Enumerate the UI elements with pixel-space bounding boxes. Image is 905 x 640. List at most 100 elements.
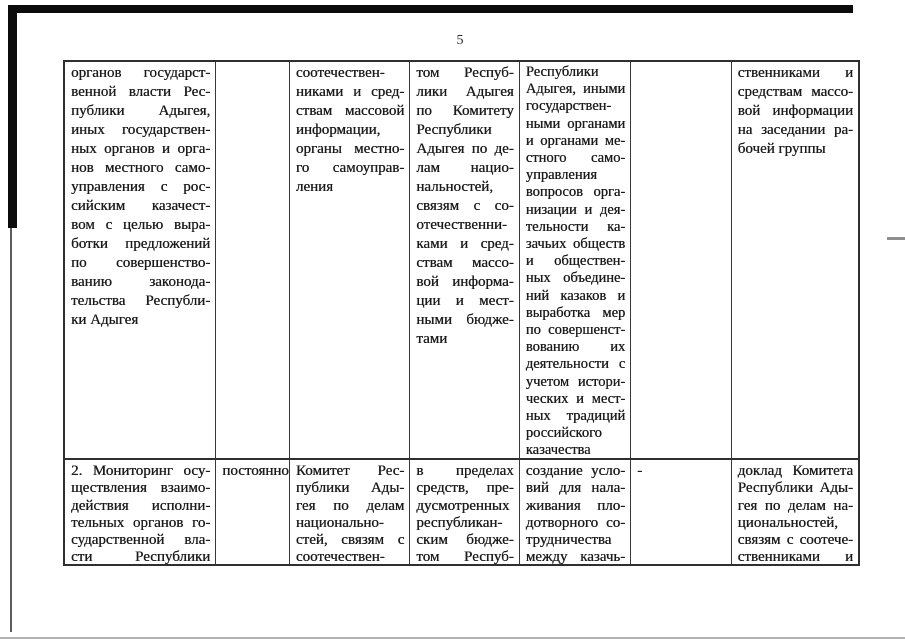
text-line: ванию законода- — [71, 274, 211, 290]
text-line: тельства Республи- — [71, 293, 211, 309]
text-line: по совершенство- — [71, 255, 211, 271]
text-line: Республики — [416, 122, 492, 138]
text-line: в пределах — [416, 463, 514, 479]
text-line: ции и мест- — [416, 293, 514, 309]
text-line: управления с рос- — [71, 179, 211, 195]
text-line: го самоуправ- — [295, 160, 405, 176]
text-line: национально- — [295, 514, 384, 531]
text-line: создание усло- — [525, 463, 626, 479]
text-line: циональностей, — [737, 514, 838, 531]
text-line: лам нацио- — [416, 160, 514, 176]
text-line: иных государствен- — [71, 122, 211, 138]
text-line: нов местного само- — [71, 160, 211, 176]
text-line: на заседании ра- — [737, 122, 853, 138]
text-line: сийским казачест- — [71, 198, 211, 214]
text-line: Адыгея по де- — [416, 141, 514, 157]
scan-artifact-left-line — [10, 228, 12, 632]
table-cell: том Респуб-лики Адыгея по Комитету Республ… — [410, 62, 520, 460]
text-line: бочей группы — [737, 141, 826, 157]
text-line: средств, пре- — [416, 480, 514, 497]
text-line: трудничества — [525, 532, 612, 549]
text-line: доклад Комитета — [737, 463, 853, 479]
text-line: ний казаков и — [525, 287, 626, 304]
text-line: российского — [525, 425, 602, 442]
scan-artifact-top-bar — [8, 5, 853, 13]
text-line: дусмотренных — [416, 497, 510, 514]
text-line: низации и дея- — [525, 201, 626, 218]
text-line: Комитет Рес- — [295, 463, 405, 479]
text-line: сударственной вла- — [71, 532, 211, 549]
text-line: отечественни- — [416, 217, 507, 233]
text-line: Республики Ады- — [737, 480, 853, 497]
text-line: ками и сред- — [416, 236, 514, 252]
text-line: вованию их — [525, 339, 626, 356]
text-line: дотворного со- — [525, 514, 626, 531]
text-line: действия исполни- — [71, 497, 211, 514]
plan-table: органов государст-венной власти Рес-публ… — [63, 60, 860, 566]
text-line: том Респуб- — [416, 549, 514, 564]
table-cell — [216, 62, 290, 460]
text-line: Республики — [525, 64, 599, 80]
text-line: ческих и мест- — [525, 390, 626, 407]
table-cell: ственниками и средствам массо-вой информа… — [731, 62, 858, 460]
text-line: публики Ады- — [295, 480, 405, 497]
text-line: постоянно — [222, 463, 289, 479]
text-line: и обществен- — [525, 253, 626, 270]
table-cell: Комитет Рес-публики Ады-гея по делам наци… — [290, 460, 411, 564]
table-cell: - — [631, 460, 732, 564]
text-line: ных объедине- — [525, 270, 626, 287]
text-line: стного само- — [525, 150, 626, 167]
text-line: никами и сред- — [295, 84, 405, 100]
text-line: ствам массо- — [416, 255, 514, 271]
table-cell: доклад Комитета Республики Ады-гея по дел… — [732, 460, 858, 564]
text-line: связям с соотече- — [737, 532, 853, 549]
text-line: вой информа- — [416, 274, 514, 290]
text-line: ных органов и орга- — [71, 141, 211, 157]
text-line: стей, связям с — [295, 532, 405, 549]
text-line: информации, — [295, 122, 381, 138]
text-line: ными органами — [525, 115, 626, 132]
text-line: венной власти Рес- — [71, 84, 211, 100]
text-line: - — [637, 463, 643, 479]
text-line: ществления взаимо- — [71, 480, 211, 497]
text-line: по Комитету — [416, 103, 514, 119]
text-line: нальностей, — [416, 179, 493, 195]
text-line: том Респуб- — [416, 65, 514, 81]
scan-artifact-right-dash — [887, 237, 905, 240]
text-line: казачества — [525, 442, 591, 459]
text-line: вом с целью выра- — [71, 217, 211, 233]
text-line: вой информации — [737, 103, 853, 119]
table-cell: Республики Адыгея, иными государствен-ными… — [519, 62, 632, 460]
text-line: ботки предложений — [71, 236, 211, 252]
text-line: между казачь- — [525, 549, 626, 564]
text-line: живания пло- — [525, 497, 626, 514]
text-line: органов государст- — [71, 65, 211, 81]
text-line: вопросов орга- — [525, 184, 626, 201]
text-line: гея по делам — [295, 497, 405, 514]
text-line: ления — [295, 179, 333, 195]
text-line: по совершенст- — [525, 322, 626, 339]
table-cell: органов государст-венной власти Рес-публ… — [65, 62, 217, 460]
text-line: связям с со- — [416, 198, 514, 214]
table-row: органов государст-венной власти Рес-публ… — [65, 62, 858, 460]
text-line: зачьих обществ — [525, 236, 626, 253]
text-line: ственниками и — [737, 65, 853, 81]
text-line: тами — [416, 331, 448, 347]
table-cell: создание усло-вий для нала-живания пло-д… — [520, 460, 632, 564]
text-line: деятельности с — [525, 356, 626, 373]
text-line: республикан- — [416, 514, 503, 531]
text-line: и органами ме- — [525, 132, 626, 149]
table-cell: постоянно — [216, 460, 290, 564]
text-line: вий для нала- — [525, 480, 626, 497]
table-cell — [631, 62, 732, 460]
table-cell: 2. Мониторинг осу-ществления взаимо-дейс… — [65, 460, 217, 564]
text-line: тельности ка- — [525, 218, 626, 235]
table-row: 2. Мониторинг осу-ществления взаимо-дейс… — [65, 460, 858, 564]
text-line: управления — [525, 167, 597, 184]
text-line: соотечествен- — [295, 549, 385, 564]
text-line: публики Адыгея, — [71, 103, 211, 119]
text-line: сти Республики — [71, 549, 211, 564]
text-line: лики Адыгея — [416, 84, 514, 100]
text-line: ственниками и — [737, 549, 853, 564]
